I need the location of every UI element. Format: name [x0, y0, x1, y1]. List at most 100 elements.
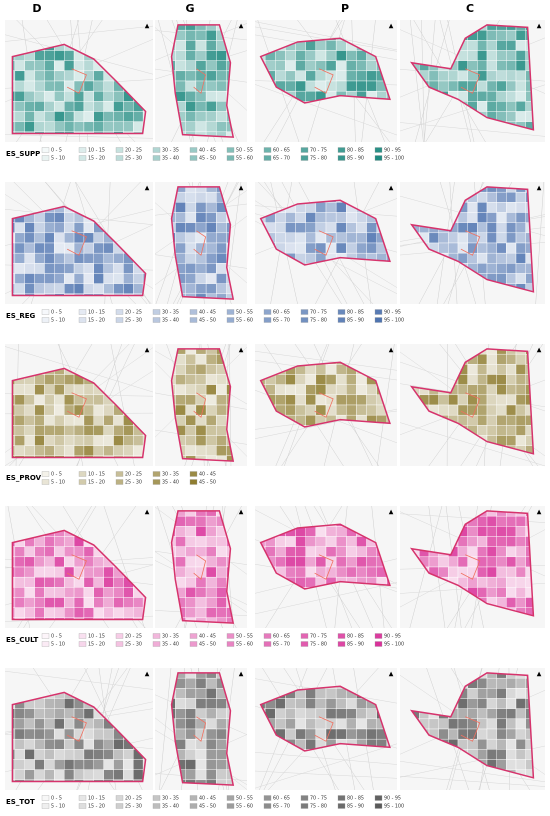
map-cell — [295, 546, 306, 558]
map-cell — [133, 121, 144, 133]
map-cell — [195, 353, 207, 365]
map-cell — [467, 526, 478, 537]
legend-swatch — [189, 795, 198, 801]
map-cell — [216, 80, 227, 92]
map-cell — [113, 617, 124, 620]
map-cell — [54, 414, 65, 426]
map-cell — [83, 708, 95, 720]
map-cell — [103, 566, 114, 578]
map-cell — [477, 252, 488, 264]
map-cell — [83, 425, 95, 436]
map-cell — [325, 364, 337, 375]
map-cell — [275, 374, 286, 385]
legend-label: 40 - 45 — [199, 148, 216, 154]
map-cell — [14, 769, 25, 781]
map-cell — [123, 273, 134, 284]
map-cell — [477, 90, 488, 102]
map-cell — [34, 121, 45, 133]
map-cell — [34, 90, 45, 102]
map-cell — [216, 445, 227, 457]
map-cell — [366, 708, 377, 720]
map-cell — [486, 718, 497, 730]
map-cell — [54, 374, 65, 385]
map-cell — [477, 242, 488, 254]
map-cell — [93, 738, 104, 750]
map-cell — [438, 232, 449, 244]
map-cell — [63, 576, 75, 588]
legend-swatch — [374, 803, 383, 809]
map-cell — [44, 111, 55, 122]
map-cell — [195, 445, 207, 457]
inner-boundary — [66, 392, 87, 418]
map-cell — [496, 394, 507, 406]
road — [399, 776, 546, 787]
map-cell — [93, 70, 104, 82]
map-cell — [525, 283, 534, 292]
map-cell — [216, 536, 227, 547]
map-cell — [496, 70, 507, 82]
map-cell — [34, 374, 45, 385]
map-cell — [24, 252, 35, 264]
legend-swatch — [374, 309, 383, 315]
map-cell — [185, 404, 197, 416]
map-cell — [315, 212, 327, 223]
map-cell — [83, 222, 95, 234]
map-cell — [496, 536, 507, 547]
map-cell — [34, 70, 45, 82]
map-cell — [14, 121, 25, 133]
map-cell — [34, 242, 45, 254]
legend-swatch — [152, 803, 161, 809]
map-cell — [205, 374, 217, 385]
map-cell — [305, 556, 317, 568]
map-cell — [216, 242, 227, 254]
map-cell — [63, 374, 75, 385]
map-cell — [73, 566, 85, 578]
map-cell — [195, 111, 207, 122]
map-cell — [185, 364, 197, 375]
legend-swatch — [152, 155, 161, 161]
map-cell — [34, 293, 45, 296]
map-cell — [73, 597, 85, 608]
map-cell — [83, 394, 95, 406]
legend-label: 5 - 10 — [51, 804, 65, 810]
map-cell — [315, 40, 327, 51]
map-cell — [14, 293, 25, 296]
map-cell — [486, 698, 497, 709]
map-cell — [216, 718, 227, 730]
map-cell — [486, 384, 497, 396]
map-cell — [486, 749, 497, 760]
map-cell — [63, 455, 75, 458]
map-cell — [525, 121, 534, 130]
map-cell — [335, 536, 347, 547]
map-cell — [515, 50, 526, 61]
map-cell — [34, 283, 45, 295]
municipality-boundary — [11, 367, 147, 459]
map-cell — [63, 394, 75, 406]
map-cell — [113, 435, 124, 446]
map-cell — [295, 384, 306, 396]
map-cell — [438, 70, 449, 82]
map-cell — [346, 394, 357, 406]
map-cell — [346, 232, 357, 244]
map-cell — [34, 779, 45, 782]
map-cell — [205, 759, 217, 770]
map-cell — [83, 435, 95, 446]
legend-label: 95 - 100 — [384, 642, 404, 648]
map-cell — [54, 273, 65, 284]
map-cell — [477, 728, 488, 740]
map-cell — [113, 263, 124, 274]
map-cell — [477, 515, 488, 527]
map-cell — [515, 526, 526, 537]
map-cell — [44, 617, 55, 620]
legend-label: 50 - 55 — [236, 310, 253, 316]
map-cell — [496, 526, 507, 537]
map-cell — [515, 232, 526, 244]
legend-label: 25 - 30 — [125, 804, 142, 810]
map-cell — [305, 70, 317, 82]
map-cell — [14, 425, 25, 436]
map-cell — [335, 374, 347, 385]
map-cell — [315, 526, 327, 537]
map-cell — [486, 414, 497, 426]
map-cell — [34, 728, 45, 740]
map-cell — [34, 708, 45, 720]
